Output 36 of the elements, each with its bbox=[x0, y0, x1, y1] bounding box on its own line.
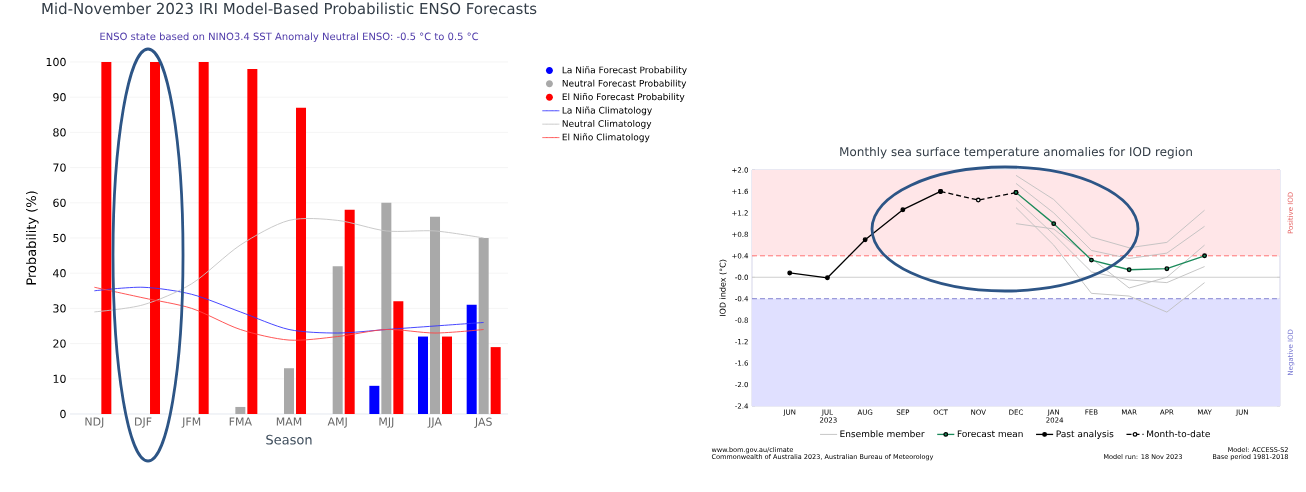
chart-title: Monthly sea surface temperature anomalies for IOD region bbox=[840, 146, 1192, 159]
legend-label: Past analysis bbox=[1056, 430, 1114, 439]
x-tick-label: MAM bbox=[276, 417, 302, 426]
y-tick-label: 90 bbox=[53, 93, 66, 102]
legend-label: Ensemble member bbox=[840, 430, 925, 438]
legend-label: Neutral Forecast Probability bbox=[562, 79, 687, 89]
legend-label: La Niña Climatology bbox=[562, 106, 652, 116]
legend-label: La Niña Forecast Probability bbox=[562, 66, 687, 76]
y-tick-label: 50 bbox=[53, 233, 66, 243]
y-tick-label: 20 bbox=[53, 339, 66, 348]
legend-label: Neutral Climatology bbox=[562, 120, 652, 129]
y-tick-label: 70 bbox=[53, 163, 66, 172]
x-tick-label: FMA bbox=[229, 417, 252, 426]
y-tick-label: 100 bbox=[46, 57, 66, 67]
x-axis-title: Season bbox=[266, 434, 312, 445]
x-tick-label: NDJ bbox=[85, 417, 104, 428]
y-tick-label: 10 bbox=[53, 374, 66, 383]
y-tick-label: 0 bbox=[60, 409, 66, 419]
y-tick-label: 40 bbox=[53, 269, 66, 278]
legend-label: Forecast mean bbox=[957, 430, 1023, 438]
x-tick-label: AMJ bbox=[327, 417, 347, 428]
x-tick-label: MJJ bbox=[379, 417, 394, 428]
x-tick-label: JJA bbox=[427, 417, 442, 428]
x-tick-label: DJF bbox=[135, 417, 152, 428]
legend-label: Month-to-date bbox=[1147, 430, 1210, 438]
chart-subtitle: ENSO state based on NINO3.4 SST Anomaly Neutral ENSO: -0.5 °C to 0.5 °C bbox=[100, 32, 479, 43]
y-tick-label: 30 bbox=[53, 304, 66, 313]
legend-label: El Niño Climatology bbox=[562, 133, 650, 143]
y-axis-title: IOD index (°C) bbox=[719, 259, 727, 317]
chart-title: Mid-November 2023 IRI Model-Based Probabilistic ENSO Forecasts bbox=[42, 2, 537, 15]
x-tick-label: JAS bbox=[474, 417, 492, 428]
y-tick-label: 60 bbox=[53, 198, 66, 207]
y-axis-title: Probability (%) bbox=[26, 191, 39, 285]
x-tick-label: JFM bbox=[181, 417, 201, 428]
legend-label: El Niño Forecast Probability bbox=[562, 93, 685, 102]
y-tick-label: 80 bbox=[53, 128, 66, 137]
